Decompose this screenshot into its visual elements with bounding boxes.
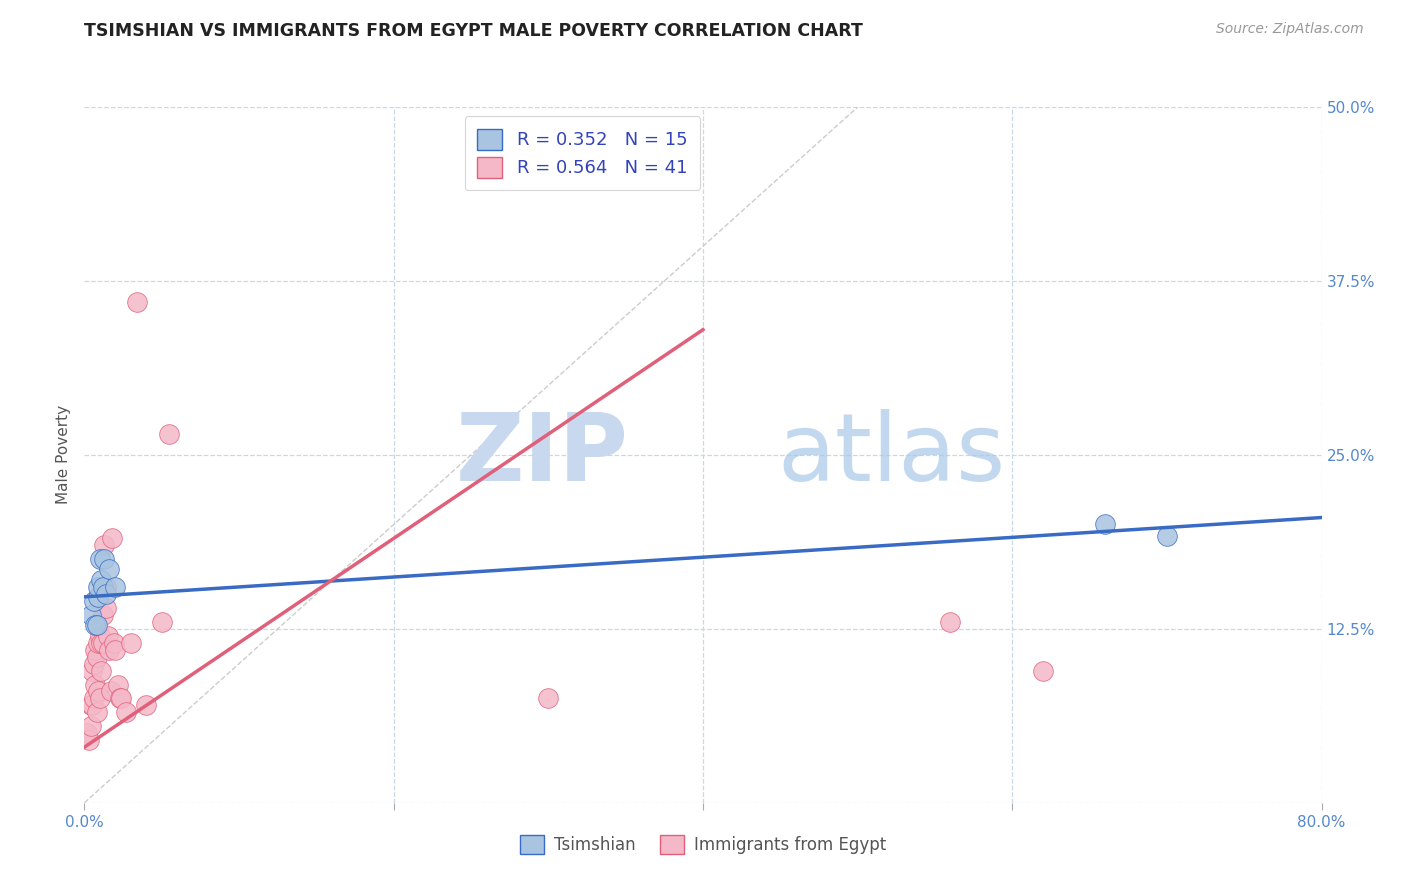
Point	[83, 691, 105, 706]
Point	[90, 664, 112, 678]
Point	[79, 719, 101, 733]
Point	[115, 706, 138, 720]
Point	[98, 642, 121, 657]
Point	[82, 664, 104, 678]
Point	[86, 617, 108, 632]
Point	[104, 642, 127, 657]
Point	[125, 294, 148, 309]
Point	[108, 691, 131, 706]
Point	[91, 636, 114, 650]
Point	[84, 617, 107, 632]
Point	[100, 684, 122, 698]
Point	[97, 629, 120, 643]
Text: ZIP: ZIP	[456, 409, 628, 501]
Point	[150, 615, 173, 629]
Point	[87, 590, 110, 604]
Point	[79, 698, 101, 713]
Text: Source: ZipAtlas.com: Source: ZipAtlas.com	[1216, 22, 1364, 37]
Point	[87, 684, 110, 698]
Point	[77, 733, 100, 747]
Point	[87, 636, 110, 650]
Point	[135, 698, 157, 713]
Point	[94, 601, 117, 615]
Point	[89, 691, 111, 706]
Point	[1032, 664, 1054, 678]
Point	[91, 607, 114, 622]
Text: TSIMSHIAN VS IMMIGRANTS FROM EGYPT MALE POVERTY CORRELATION CHART: TSIMSHIAN VS IMMIGRANTS FROM EGYPT MALE …	[84, 22, 863, 40]
Point	[110, 691, 132, 706]
Y-axis label: Male Poverty: Male Poverty	[56, 405, 72, 505]
Point	[90, 636, 112, 650]
Point	[84, 677, 107, 691]
Point	[86, 706, 108, 720]
Point	[93, 538, 115, 552]
Point	[84, 642, 107, 657]
Point	[89, 552, 111, 566]
Point	[79, 607, 101, 622]
Point	[94, 587, 117, 601]
Point	[91, 580, 114, 594]
Point	[159, 427, 181, 442]
Point	[94, 580, 117, 594]
Point	[103, 636, 125, 650]
Point	[89, 629, 111, 643]
Point	[104, 580, 127, 594]
Point	[86, 649, 108, 664]
Text: atlas: atlas	[778, 409, 1005, 501]
Point	[98, 562, 121, 576]
Point	[83, 657, 105, 671]
Legend: Tsimshian, Immigrants from Egypt: Tsimshian, Immigrants from Egypt	[513, 828, 893, 861]
Point	[101, 532, 124, 546]
Point	[93, 552, 115, 566]
Point	[76, 726, 98, 740]
Point	[90, 573, 112, 587]
Point	[939, 615, 962, 629]
Point	[1156, 528, 1178, 542]
Point	[120, 636, 142, 650]
Point	[1094, 517, 1116, 532]
Point	[82, 698, 104, 713]
Point	[537, 691, 560, 706]
Point	[83, 594, 105, 608]
Point	[107, 677, 129, 691]
Point	[87, 580, 110, 594]
